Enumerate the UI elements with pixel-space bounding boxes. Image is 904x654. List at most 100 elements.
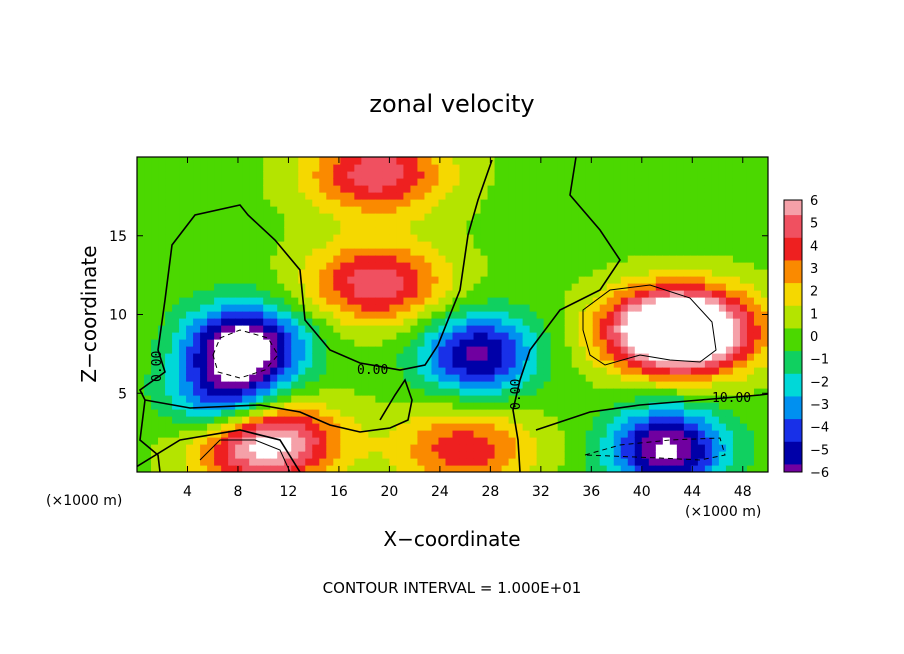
heat-cell: [417, 192, 426, 200]
heat-cell: [333, 367, 341, 375]
heat-cell: [228, 192, 236, 200]
heat-cell: [662, 416, 671, 424]
heat-cell: [333, 262, 341, 270]
heat-cell: [151, 325, 159, 333]
heat-cell: [389, 416, 398, 424]
heat-cell: [508, 423, 517, 431]
heat-cell: [655, 465, 664, 472]
heat-cell: [613, 234, 622, 242]
heat-cell: [466, 451, 475, 459]
heat-cell: [242, 388, 250, 396]
colorbar-swatch: [784, 252, 802, 261]
heat-cell: [200, 199, 208, 207]
heat-cell: [340, 220, 348, 228]
heat-cell: [340, 164, 348, 172]
heat-cell: [445, 283, 454, 291]
heat-cell: [228, 206, 236, 214]
heat-cell: [354, 332, 362, 340]
heat-cell: [193, 192, 201, 200]
heat-cell: [221, 227, 229, 235]
heat-cell: [592, 318, 601, 326]
heat-cell: [438, 353, 447, 361]
heat-cell: [725, 409, 734, 417]
heat-cell: [501, 283, 510, 291]
heat-cell: [424, 346, 433, 354]
heat-cell: [431, 164, 440, 172]
heat-cell: [620, 276, 629, 284]
heat-cell: [704, 325, 713, 333]
heat-cell: [403, 437, 412, 445]
heat-cell: [711, 451, 720, 459]
heat-cell: [193, 304, 201, 312]
heat-cell: [599, 339, 608, 347]
heat-cell: [550, 185, 559, 193]
heat-cell: [613, 437, 622, 445]
heat-cell: [732, 283, 741, 291]
heat-cell: [711, 213, 720, 221]
heat-cell: [200, 346, 208, 354]
heat-cell: [417, 381, 426, 389]
heat-cell: [158, 465, 166, 472]
heat-cell: [361, 325, 369, 333]
heat-cell: [620, 388, 629, 396]
heat-cell: [207, 374, 215, 382]
heat-cell: [592, 423, 601, 431]
heat-cell: [494, 458, 503, 466]
y-tick-label: 5: [118, 386, 127, 402]
heat-cell: [760, 206, 768, 214]
heat-cell: [256, 227, 264, 235]
heat-cell: [361, 290, 369, 298]
heat-cell: [606, 444, 615, 452]
heat-cell: [333, 304, 341, 312]
heat-cell: [375, 339, 383, 347]
heat-cell: [438, 465, 447, 472]
heat-cell: [550, 234, 559, 242]
heat-cell: [648, 178, 657, 186]
heat-cell: [291, 402, 299, 410]
heat-cell: [151, 157, 159, 165]
heat-cell: [256, 332, 264, 340]
heat-cell: [564, 381, 573, 389]
heat-cell: [158, 304, 166, 312]
heat-cell: [746, 185, 755, 193]
heat-cell: [228, 248, 236, 256]
heat-cell: [557, 318, 566, 326]
colorbar-label: −2: [810, 375, 829, 390]
heat-cell: [270, 241, 278, 249]
heat-cell: [627, 451, 636, 459]
heat-cell: [697, 353, 706, 361]
heat-cell: [578, 227, 587, 235]
heat-cell: [641, 304, 650, 312]
heat-cell: [571, 290, 580, 298]
heat-cell: [522, 325, 531, 333]
colorbar-swatch: [784, 215, 802, 224]
heat-cell: [676, 157, 685, 165]
heat-cell: [347, 269, 355, 277]
heat-cell: [410, 269, 419, 277]
heat-cell: [613, 213, 622, 221]
heat-cell: [186, 388, 194, 396]
heat-cell: [431, 220, 440, 228]
heat-cell: [242, 178, 250, 186]
heat-cell: [515, 185, 524, 193]
heat-cell: [452, 381, 461, 389]
heat-cell: [529, 451, 538, 459]
heat-cell: [473, 290, 482, 298]
heat-cell: [529, 234, 538, 242]
heat-cell: [263, 171, 271, 179]
heat-cell: [571, 374, 580, 382]
heat-cell: [466, 437, 475, 445]
heat-cell: [550, 381, 559, 389]
heat-cell: [480, 458, 489, 466]
heat-cell: [480, 227, 489, 235]
heat-cell: [375, 255, 383, 263]
heat-cell: [620, 290, 629, 298]
heat-cell: [438, 311, 447, 319]
heat-cell: [578, 262, 587, 270]
heat-cell: [466, 199, 475, 207]
heat-cell: [249, 318, 257, 326]
heat-cell: [550, 409, 559, 417]
heat-cell: [725, 192, 734, 200]
heat-cell: [354, 297, 362, 305]
heat-cell: [214, 451, 222, 459]
